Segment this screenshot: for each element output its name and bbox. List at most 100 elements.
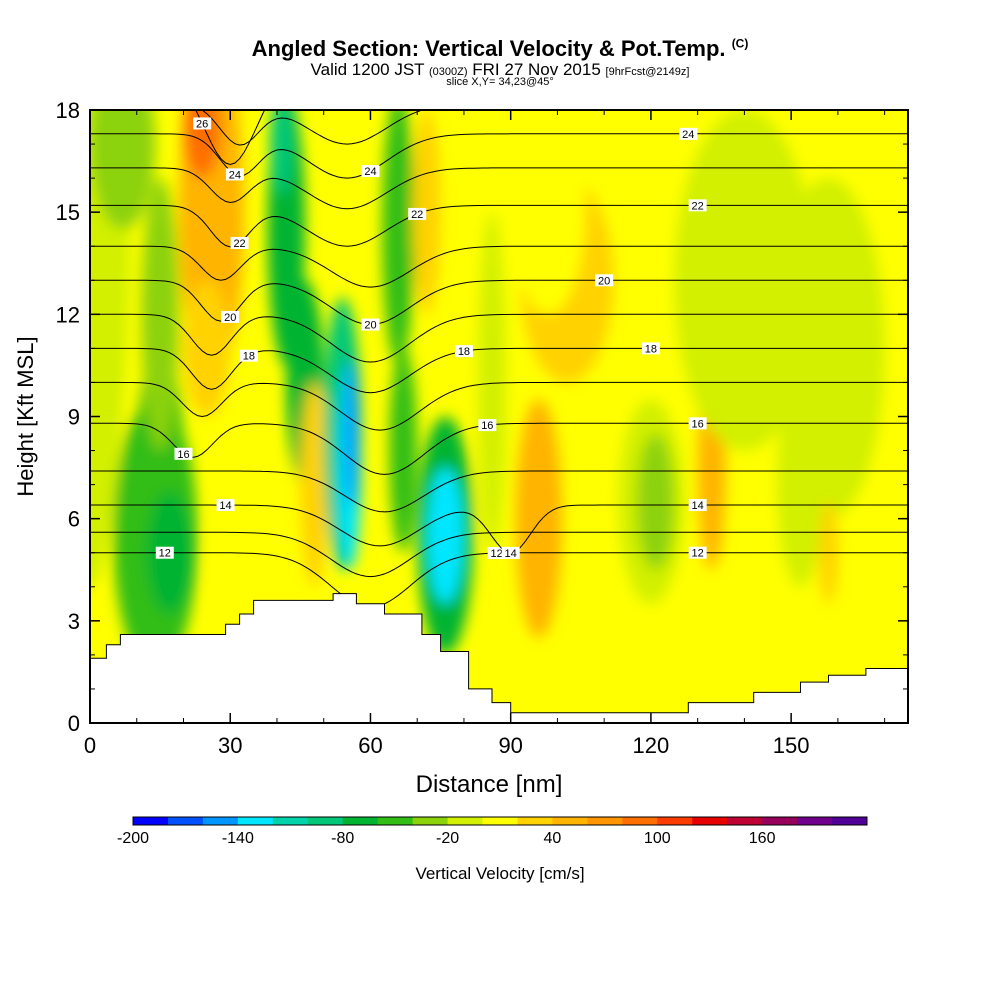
contour-label-text: 16 xyxy=(481,420,493,432)
contour-label-box xyxy=(230,236,249,249)
velocity-cell-23 xyxy=(515,399,563,638)
contour-label-text: 18 xyxy=(458,346,470,358)
velocity-cell-13 xyxy=(300,382,329,587)
colorbar-tick-label: -200 xyxy=(117,830,149,847)
x-tick-label: 60 xyxy=(358,733,382,758)
colorbar-swatch xyxy=(342,817,379,825)
y-tick-label: 15 xyxy=(56,200,80,225)
colorbar-swatch xyxy=(727,817,763,825)
contour-label-14-2: 14 xyxy=(501,546,520,560)
forecast-tag: [9hrFcst@2149z] xyxy=(605,66,690,78)
contour-label-text: 24 xyxy=(682,129,694,141)
colorbar-label: Vertical Velocity [cm/s] xyxy=(415,864,584,883)
colorbar-swatch xyxy=(377,817,414,825)
contour-label-box xyxy=(595,274,614,287)
chart-title-text: Angled Section: Vertical Velocity & Pot.… xyxy=(251,36,726,61)
velocity-cell-22 xyxy=(477,212,507,553)
contour-23 xyxy=(90,167,908,210)
x-tick-label: 90 xyxy=(498,733,522,758)
contour-16 xyxy=(90,422,908,475)
contour-label-box xyxy=(688,417,707,430)
contour-label-text: 24 xyxy=(364,166,376,178)
terrain-profile xyxy=(90,593,908,723)
colorbar-swatch xyxy=(167,817,204,825)
velocity-field xyxy=(90,110,908,723)
contour-label-12-0: 12 xyxy=(155,546,174,560)
velocity-cell-16 xyxy=(344,358,359,509)
chart-title: Angled Section: Vertical Velocity & Pot.… xyxy=(0,36,1000,62)
valid-date: FRI 27 Nov 2015 xyxy=(472,60,601,79)
contour-label-box xyxy=(225,168,244,181)
contour-label-24-2: 24 xyxy=(361,165,380,178)
y-tick-label: 18 xyxy=(56,98,80,123)
colorbar-swatch xyxy=(272,817,309,825)
contour-label-box xyxy=(641,342,660,355)
x-tick-label: 30 xyxy=(218,733,242,758)
contour-label-text: 14 xyxy=(692,500,704,512)
contour-19 xyxy=(90,313,908,363)
contour-label-20-1: 20 xyxy=(595,274,614,287)
contour-label-16-0: 16 xyxy=(174,447,193,461)
colorbar-swatch xyxy=(133,817,169,825)
contour-label-text: 22 xyxy=(411,209,423,221)
contour-label-box xyxy=(478,419,497,432)
contour-label-text: 20 xyxy=(224,312,236,324)
contour-label-20-2: 20 xyxy=(361,318,380,332)
contour-label-box xyxy=(688,546,707,559)
contour-label-text: 26 xyxy=(196,118,208,130)
colorbar-swatch xyxy=(517,817,553,825)
contour-label-text: 12 xyxy=(159,548,171,560)
contour-label-18-0: 18 xyxy=(239,349,258,363)
contour-label-text: 12 xyxy=(692,548,704,560)
contour-label-text: 18 xyxy=(645,343,657,355)
colorbar: -200 -140 -80 -20 40 100 160 Vertical Velocity … xyxy=(117,816,868,883)
colorbar-swatch xyxy=(237,817,274,825)
contour-label-text: 16 xyxy=(177,449,189,461)
contour-label-22-2: 22 xyxy=(408,207,427,221)
colorbar-swatch xyxy=(832,817,868,825)
contour-15 xyxy=(90,470,908,513)
y-tick-label: 0 xyxy=(68,711,80,736)
contour-25 xyxy=(200,110,424,146)
contour-label-22-1: 22 xyxy=(688,199,707,212)
contour-label-box xyxy=(221,310,240,323)
contour-24 xyxy=(90,133,908,179)
contour-label-box xyxy=(174,447,193,460)
velocity-cell-20 xyxy=(426,467,464,604)
contour-label-box xyxy=(193,117,212,130)
contour-label-text: 22 xyxy=(692,200,704,212)
contour-label-box xyxy=(216,499,235,512)
contour-label-box xyxy=(408,207,427,220)
velocity-cell-7 xyxy=(183,110,221,179)
contour-label-box xyxy=(679,127,698,140)
colorbar-swatch xyxy=(202,817,239,825)
contour-label-18-1: 18 xyxy=(641,342,660,355)
contour-13 xyxy=(90,531,908,578)
contour-label-box xyxy=(239,349,258,362)
contour-label-text: 20 xyxy=(598,275,610,287)
y-tick-label: 6 xyxy=(68,507,80,532)
contour-label-12-2: 12 xyxy=(487,547,506,560)
terrain-mask xyxy=(90,593,908,723)
colorbar-swatch xyxy=(482,817,518,825)
contour-label-14-0: 14 xyxy=(216,499,235,512)
colorbar-tick-label: -20 xyxy=(436,830,459,847)
contour-label-20-0: 20 xyxy=(221,310,240,324)
contour-label-box xyxy=(361,318,380,331)
slice-label: slice X,Y= 34,23@45° xyxy=(446,76,554,88)
velocity-cell-8 xyxy=(183,280,231,417)
contour-22 xyxy=(90,204,908,248)
contour-17 xyxy=(90,381,908,431)
colorbar-swatch xyxy=(307,817,344,825)
colorbar-tick-label: 40 xyxy=(544,830,562,847)
contour-label-text: 14 xyxy=(219,500,231,512)
x-tick-label: 150 xyxy=(773,733,810,758)
contour-label-24-1: 24 xyxy=(679,127,698,141)
colorbar-tick-label: 160 xyxy=(749,830,776,847)
y-tick-label: 12 xyxy=(56,302,80,327)
chart-valid-line: Valid 1200 JST (0300Z) FRI 27 Nov 2015 [… xyxy=(0,60,1000,80)
x-axis-label: Distance [nm] xyxy=(416,771,563,798)
axes: 0 30 60 90 120 150 0 3 6 9 12 15 18 Distance [nm] Heig… xyxy=(13,98,908,798)
